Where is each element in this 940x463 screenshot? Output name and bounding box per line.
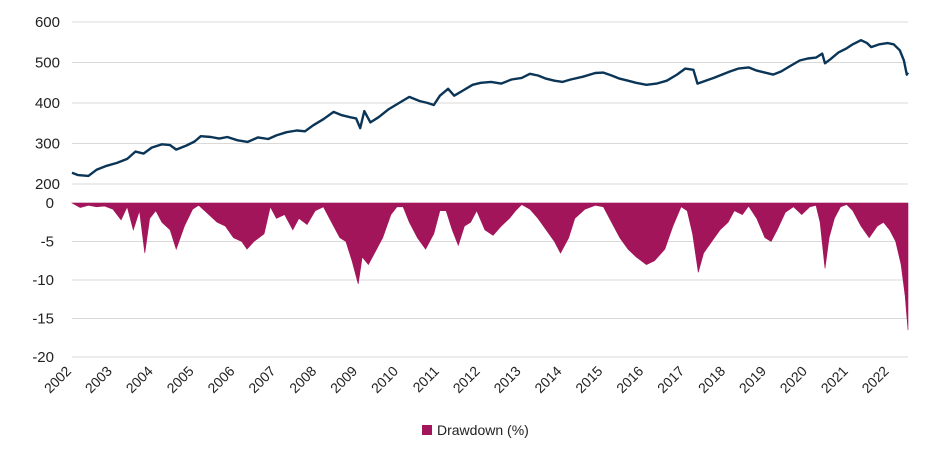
x-tick-label-2010: 2010: [368, 363, 401, 396]
top-y-tick-label-300: 300: [35, 136, 60, 153]
legend-swatch: [422, 425, 432, 435]
x-tick-label-2017: 2017: [654, 363, 687, 396]
x-tick-label-2003: 2003: [82, 363, 115, 396]
bottom-y-tick-label-0: 0: [46, 195, 54, 212]
drawdown-area: [70, 202, 909, 331]
legend: Drawdown (%): [422, 422, 529, 438]
x-tick-label-2013: 2013: [490, 363, 523, 396]
x-tick-label-2021: 2021: [818, 363, 851, 396]
x-tick-label-2014: 2014: [531, 363, 564, 396]
x-tick-label-2020: 2020: [777, 363, 810, 396]
bottom-y-tick-label--15: -15: [32, 311, 54, 328]
x-tick-label-2011: 2011: [409, 363, 442, 396]
bottom-y-tick-label--20: -20: [32, 349, 54, 366]
x-tick-label-2019: 2019: [736, 363, 769, 396]
bottom-y-tick-label--5: -5: [41, 234, 54, 251]
top-y-tick-label-200: 200: [35, 176, 60, 193]
x-tick-label-2018: 2018: [695, 363, 728, 396]
x-tick-label-2002: 2002: [41, 363, 74, 396]
top-panel-gridlines: [72, 21, 908, 185]
x-tick-label-2006: 2006: [204, 363, 237, 396]
legend-label: Drawdown (%): [437, 422, 529, 438]
x-tick-label-2016: 2016: [613, 363, 646, 396]
x-tick-label-2012: 2012: [450, 363, 483, 396]
x-tick-label-2007: 2007: [245, 363, 278, 396]
index-level-line-series: [71, 39, 910, 178]
index-level-line: [71, 39, 910, 178]
top-y-axis-ticks: 200 300 400 500 600: [35, 14, 60, 193]
x-tick-label-2005: 2005: [163, 363, 196, 396]
x-tick-label-2008: 2008: [286, 363, 319, 396]
x-tick-label-2022: 2022: [858, 363, 891, 396]
top-y-tick-label-400: 400: [35, 95, 60, 112]
drawdown-area-series: [70, 202, 909, 331]
bottom-y-tick-label--10: -10: [32, 272, 54, 289]
x-tick-label-2015: 2015: [572, 363, 605, 396]
bottom-y-axis-ticks: 0 -5 -10 -15 -20: [32, 195, 54, 366]
x-tick-label-2009: 2009: [327, 363, 360, 396]
x-axis-ticks: 2002 2003 2004 2005 2006 2007 2008 2009 2010 2011…: [41, 363, 892, 396]
x-tick-label-2004: 2004: [123, 363, 156, 396]
top-y-tick-label-500: 500: [35, 55, 60, 72]
top-y-tick-label-600: 600: [35, 14, 60, 31]
